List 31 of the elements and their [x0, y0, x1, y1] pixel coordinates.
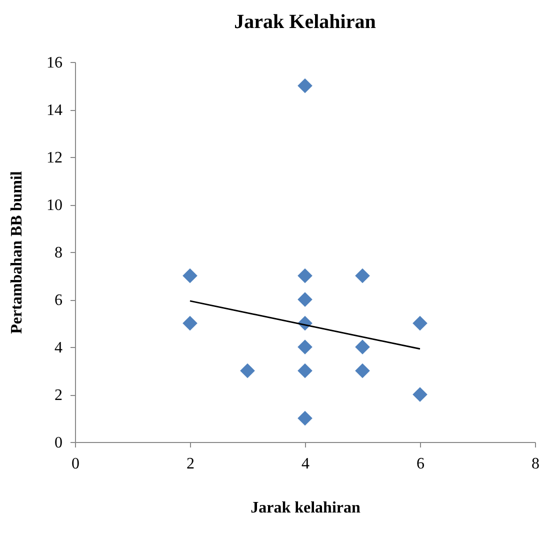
point [412, 387, 428, 402]
y-tick-label: 2 [54, 387, 62, 404]
point [355, 268, 370, 284]
point [355, 340, 370, 354]
point [298, 363, 312, 378]
y-tick-label: 14 [46, 102, 62, 119]
point [298, 268, 312, 284]
point [412, 316, 428, 331]
chart-title: Jarak Kelahiran [234, 11, 376, 33]
point [298, 78, 312, 94]
x-tick-label: 0 [72, 456, 80, 472]
y-tick-label: 0 [54, 434, 62, 452]
x-tick-label: 6 [416, 456, 424, 472]
y-tick-label: 10 [46, 197, 62, 214]
point [298, 410, 312, 426]
point [182, 268, 198, 284]
point [298, 340, 312, 354]
point [355, 363, 370, 378]
point [182, 316, 198, 331]
y-axis-title: Pertambahan BB bumil [8, 170, 26, 334]
point [240, 363, 255, 378]
y-tick-label: 8 [54, 244, 62, 262]
x-tick-label: 2 [186, 456, 194, 472]
y-tick-label: 16 [46, 54, 62, 72]
x-tick-label: 4 [302, 456, 310, 472]
y-tick-label: 4 [54, 340, 62, 356]
y-tick-label: 6 [54, 292, 62, 309]
x-axis-title: Jarak kelahiran [250, 500, 360, 516]
x-tick-label: 8 [532, 456, 540, 472]
y-tick-label: 12 [46, 150, 62, 166]
point [298, 292, 312, 307]
